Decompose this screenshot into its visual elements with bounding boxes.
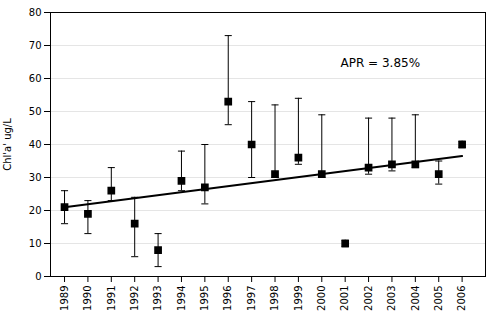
svg-text:1990: 1990 xyxy=(82,286,93,311)
svg-text:60: 60 xyxy=(29,73,42,84)
svg-text:1993: 1993 xyxy=(152,286,163,311)
svg-text:1991: 1991 xyxy=(106,286,117,311)
svg-text:1995: 1995 xyxy=(199,286,210,311)
svg-text:1998: 1998 xyxy=(269,286,280,311)
svg-text:2002: 2002 xyxy=(363,286,374,311)
svg-text:2004: 2004 xyxy=(410,286,421,311)
svg-text:2005: 2005 xyxy=(433,286,444,311)
svg-text:1997: 1997 xyxy=(246,286,257,311)
svg-text:2000: 2000 xyxy=(316,286,327,311)
svg-text:2006: 2006 xyxy=(456,286,467,311)
svg-text:Chl'a' ug/L: Chl'a' ug/L xyxy=(2,118,13,171)
svg-text:2003: 2003 xyxy=(386,286,397,311)
svg-text:10: 10 xyxy=(29,238,42,249)
svg-text:1996: 1996 xyxy=(222,286,233,311)
svg-text:1989: 1989 xyxy=(59,286,70,311)
svg-text:40: 40 xyxy=(29,139,42,150)
svg-text:70: 70 xyxy=(29,40,42,51)
svg-text:80: 80 xyxy=(29,7,42,18)
svg-text:2001: 2001 xyxy=(339,286,350,311)
svg-text:1999: 1999 xyxy=(293,286,304,311)
svg-text:1994: 1994 xyxy=(176,286,187,311)
svg-text:50: 50 xyxy=(29,106,42,117)
svg-text:0: 0 xyxy=(35,271,41,282)
svg-text:30: 30 xyxy=(29,172,42,183)
svg-text:APR = 3.85%: APR = 3.85% xyxy=(341,56,421,70)
svg-text:1992: 1992 xyxy=(129,286,140,311)
svg-text:20: 20 xyxy=(29,205,42,216)
